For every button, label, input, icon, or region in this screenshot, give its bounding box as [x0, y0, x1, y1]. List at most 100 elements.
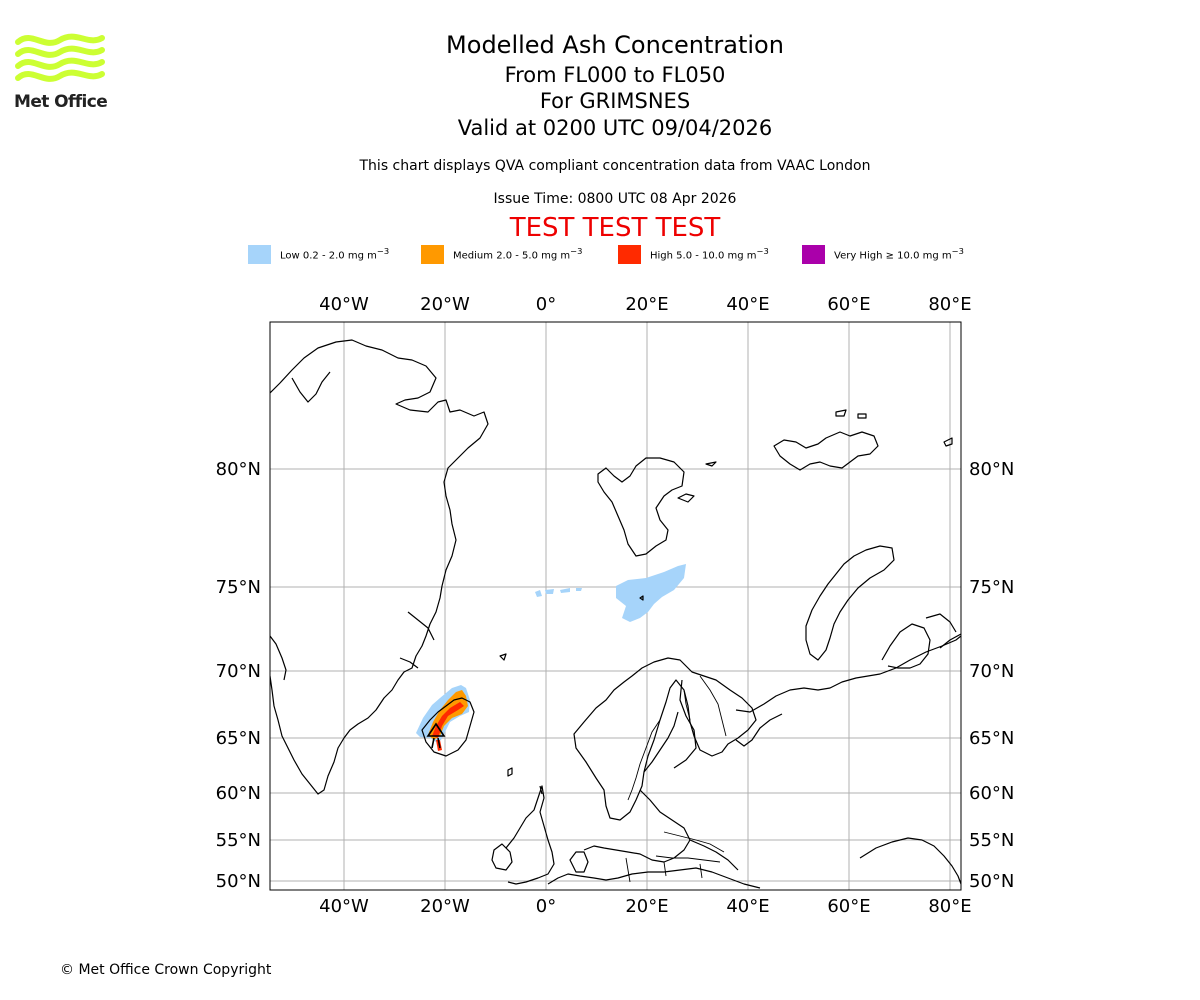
lon-label-top: 40°W	[319, 294, 369, 315]
legend-swatch-medium	[421, 244, 444, 264]
lon-label-top: 20°E	[625, 294, 668, 315]
lat-label-right: 75°N	[969, 577, 1014, 598]
met-office-waves-icon	[15, 33, 105, 82]
ash-low-fragment-3	[560, 588, 570, 593]
legend-label-medium: Medium 2.0 - 5.0 mg m−3	[453, 246, 583, 262]
lat-label-right: 65°N	[969, 728, 1014, 749]
legend-item-low: Low 0.2 - 2.0 mg m−3	[248, 244, 389, 264]
coast-novaya-zemlya	[805, 545, 895, 661]
chart-title: Modelled Ash Concentration	[446, 31, 784, 59]
lon-label-bottom: 20°W	[420, 896, 470, 917]
issue-time: Issue Time: 0800 UTC 08 Apr 2026	[493, 191, 737, 207]
lat-label-left: 55°N	[216, 830, 261, 851]
lon-label-bottom: 80°E	[928, 896, 971, 917]
met-office-logo: Met Office	[14, 30, 108, 112]
coast-jan-mayen	[499, 653, 507, 661]
coast-bear-island	[639, 595, 644, 601]
lat-label-left: 80°N	[216, 459, 261, 480]
latitude-labels-left: 80°N 75°N 70°N 65°N 60°N 55°N 50°N	[216, 459, 261, 892]
lon-label-top: 40°E	[726, 294, 769, 315]
coast-yamal-2	[925, 613, 957, 633]
coast-greenland-fjord-4	[399, 657, 419, 669]
longitude-labels-bottom: 40°W 20°W 0° 20°E 40°E 60°E 80°E	[319, 896, 971, 917]
lon-label-bottom: 40°E	[726, 896, 769, 917]
coast-caspian	[859, 837, 961, 885]
lon-label-top: 80°E	[928, 294, 971, 315]
legend-swatch-low	[248, 244, 271, 264]
coast-uk	[505, 785, 555, 885]
map-frame	[269, 321, 962, 891]
ash-low-barents	[616, 564, 686, 622]
coast-denmark	[569, 851, 589, 873]
source-hatch-icon	[431, 737, 441, 749]
flight-level-range: From FL000 to FL050	[504, 63, 726, 87]
longitude-labels-top: 40°W 20°W 0° 20°E 40°E 60°E 80°E	[319, 294, 971, 315]
map-content	[270, 339, 961, 889]
coast-sweden-finland	[643, 711, 679, 773]
source-triangle-icon	[426, 722, 446, 737]
coast-europe	[547, 867, 761, 889]
ash-low-fragment-2	[545, 589, 554, 594]
lon-label-bottom: 40°W	[319, 896, 369, 917]
coast-faroes	[507, 767, 513, 777]
chart-description: This chart displays QVA compliant concen…	[359, 158, 871, 174]
lat-label-left: 65°N	[216, 728, 261, 749]
lat-label-left: 70°N	[216, 661, 261, 682]
border-eastern-europe	[625, 857, 703, 883]
valid-time: Valid at 0200 UTC 09/04/2026	[457, 116, 773, 140]
legend-swatch-very-high	[802, 244, 825, 264]
coast-severnaya	[943, 437, 953, 447]
graticule	[270, 322, 961, 890]
coast-baltic-east	[689, 839, 739, 871]
coast-finland-border	[673, 679, 697, 769]
coast-baltic	[583, 789, 691, 863]
latitude-labels-right: 80°N 75°N 70°N 65°N 60°N 55°N 50°N	[969, 459, 1014, 892]
border-norway-sweden	[627, 719, 661, 801]
lon-label-bottom: 60°E	[827, 896, 870, 917]
ash-low-fragment-4	[576, 588, 582, 591]
volcano-name: For GRIMSNES	[539, 89, 691, 113]
border-baltics	[663, 831, 725, 853]
grimsnes-source-marker	[426, 722, 446, 749]
legend-label-high: High 5.0 - 10.0 mg m−3	[650, 246, 769, 262]
lon-label-top: 60°E	[827, 294, 870, 315]
coast-franz-josef	[773, 431, 879, 471]
lat-label-right: 50°N	[969, 871, 1014, 892]
coast-greenland-fjord-3	[407, 611, 435, 641]
coast-franz-josef-isle	[835, 409, 847, 417]
legend-item-high: High 5.0 - 10.0 mg m−3	[618, 244, 769, 264]
logo-wave-4	[15, 69, 105, 82]
logo-wordmark: Met Office	[14, 92, 108, 112]
coast-white-sea	[735, 713, 783, 747]
coast-gydan	[939, 633, 961, 649]
test-banner: TEST TEST TEST	[509, 213, 721, 243]
lat-label-right: 80°N	[969, 459, 1014, 480]
lon-label-bottom: 0°	[536, 896, 556, 917]
logo-wave-3	[15, 57, 105, 70]
copyright-notice: © Met Office Crown Copyright	[60, 962, 272, 978]
lat-label-right: 55°N	[969, 830, 1014, 851]
legend-label-very-high: Very High ≥ 10.0 mg m−3	[834, 246, 964, 262]
legend-item-medium: Medium 2.0 - 5.0 mg m−3	[421, 244, 582, 264]
border-sweden-finland	[683, 689, 691, 721]
coast-iceland	[421, 697, 475, 757]
lat-label-right: 70°N	[969, 661, 1014, 682]
coast-svalbard-isle-2	[705, 461, 717, 467]
coast-svalbard	[597, 457, 685, 557]
logo-wave-2	[15, 45, 105, 58]
coast-ireland	[491, 843, 513, 871]
coast-franz-josef-isle-2	[857, 413, 867, 419]
coast-svalbard-isle-1	[677, 493, 695, 503]
coast-greenland-fjord-2	[270, 635, 287, 681]
coastlines	[270, 339, 961, 889]
national-borders	[625, 675, 727, 883]
lat-label-left: 75°N	[216, 577, 261, 598]
lat-label-left: 50°N	[216, 871, 261, 892]
lon-label-top: 20°W	[420, 294, 470, 315]
coast-shetland	[539, 785, 543, 795]
coast-scandinavia	[573, 657, 757, 821]
border-belarus	[655, 855, 721, 863]
legend-label-low: Low 0.2 - 2.0 mg m−3	[280, 246, 390, 262]
lon-label-top: 0°	[536, 294, 556, 315]
